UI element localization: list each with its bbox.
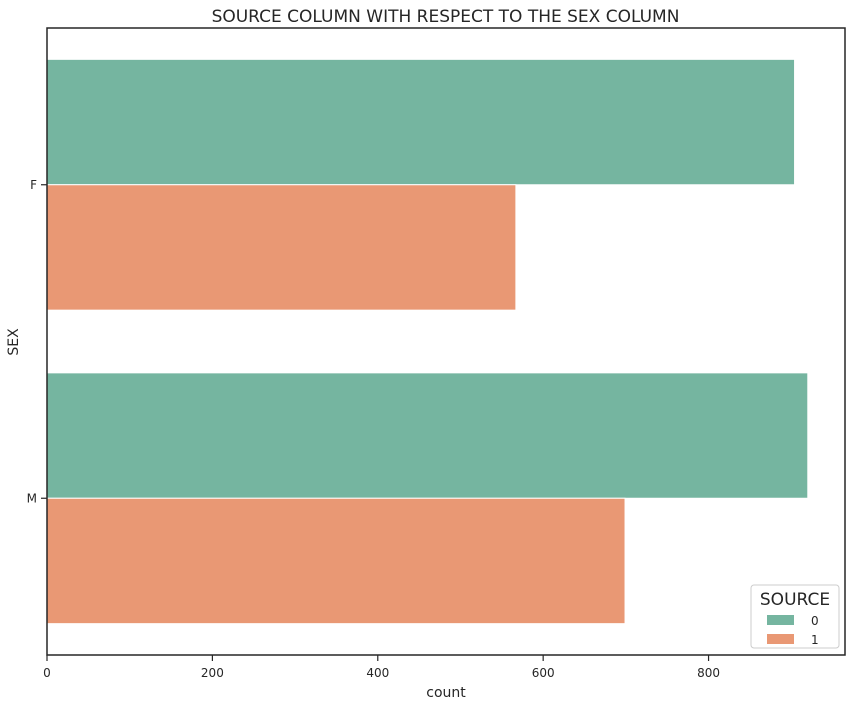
- x-tick-label: 0: [43, 666, 51, 680]
- bar-M-source-1: [46, 497, 626, 625]
- bar-F-source-1: [46, 184, 517, 311]
- legend-swatch-1: [767, 634, 794, 644]
- x-tick-label: 400: [366, 666, 389, 680]
- legend-box: [750, 584, 840, 649]
- legend-label-0: 0: [811, 614, 819, 628]
- chart-title: SOURCE COLUMN WITH RESPECT TO THE SEX CO…: [212, 7, 680, 27]
- x-axis-label: count: [426, 685, 466, 701]
- plot-frame: [46, 27, 846, 656]
- x-ticks: 0 200 400 600 800: [43, 655, 720, 680]
- y-ticks: FM: [27, 178, 47, 505]
- bars-group: [46, 58, 809, 625]
- legend: SOURCE 0 1: [750, 584, 840, 649]
- legend-label-1: 1: [811, 633, 819, 647]
- x-tick-label: 200: [201, 666, 224, 680]
- bar-M-source-0: [46, 372, 809, 499]
- legend-title: SOURCE: [760, 590, 830, 610]
- y-axis-label: SEX: [6, 328, 22, 356]
- x-tick-label: 600: [532, 666, 555, 680]
- x-tick-label: 800: [697, 666, 720, 680]
- y-tick-label-M: M: [27, 491, 37, 505]
- bar-F-source-0: [46, 58, 796, 186]
- y-tick-label-F: F: [30, 178, 37, 192]
- legend-swatch-0: [767, 615, 794, 625]
